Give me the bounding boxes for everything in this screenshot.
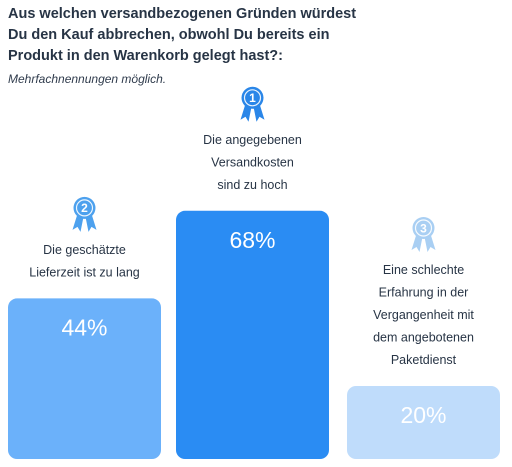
bar-value-label: 68% bbox=[229, 227, 275, 253]
bar bbox=[8, 298, 161, 459]
badge-rank-number: 2 bbox=[81, 201, 88, 215]
badge-ribbon-right bbox=[85, 213, 97, 232]
category-label: Die angegebenen bbox=[203, 133, 302, 147]
bar bbox=[347, 386, 500, 459]
category-label: Eine schlechte bbox=[383, 263, 464, 277]
bar bbox=[176, 210, 329, 459]
category-label: Erfahrung in der bbox=[379, 286, 469, 300]
badge-rank-number: 3 bbox=[420, 221, 427, 235]
badge-ribbon-right bbox=[253, 103, 265, 122]
chart-title: Aus welchen versandbezogenen Gründen wür… bbox=[8, 6, 357, 64]
badge-ribbon-left bbox=[72, 213, 84, 232]
category-label: Paketdienst bbox=[391, 353, 457, 367]
category-label: Lieferzeit ist zu lang bbox=[29, 265, 140, 279]
badge-ribbon-right bbox=[424, 234, 436, 252]
badge-ring bbox=[243, 89, 262, 107]
badge-ring bbox=[75, 199, 94, 217]
bar-value-label: 20% bbox=[400, 402, 446, 428]
category-label: Vergangenheit mit bbox=[373, 308, 474, 322]
category-label: Die geschätzte bbox=[43, 243, 126, 257]
badge-rank-number: 1 bbox=[249, 91, 256, 105]
badge-ribbon-left bbox=[240, 103, 252, 122]
badge-ring bbox=[414, 219, 433, 237]
chart-subtitle: Mehrfachnennungen möglich. bbox=[8, 72, 167, 86]
bar-value-label: 44% bbox=[61, 314, 107, 340]
category-label: Versandkosten bbox=[211, 155, 294, 169]
badge-ribbon-left bbox=[411, 234, 423, 252]
category-label: dem angebotenen bbox=[373, 331, 474, 345]
category-label: sind zu hoch bbox=[217, 178, 287, 192]
